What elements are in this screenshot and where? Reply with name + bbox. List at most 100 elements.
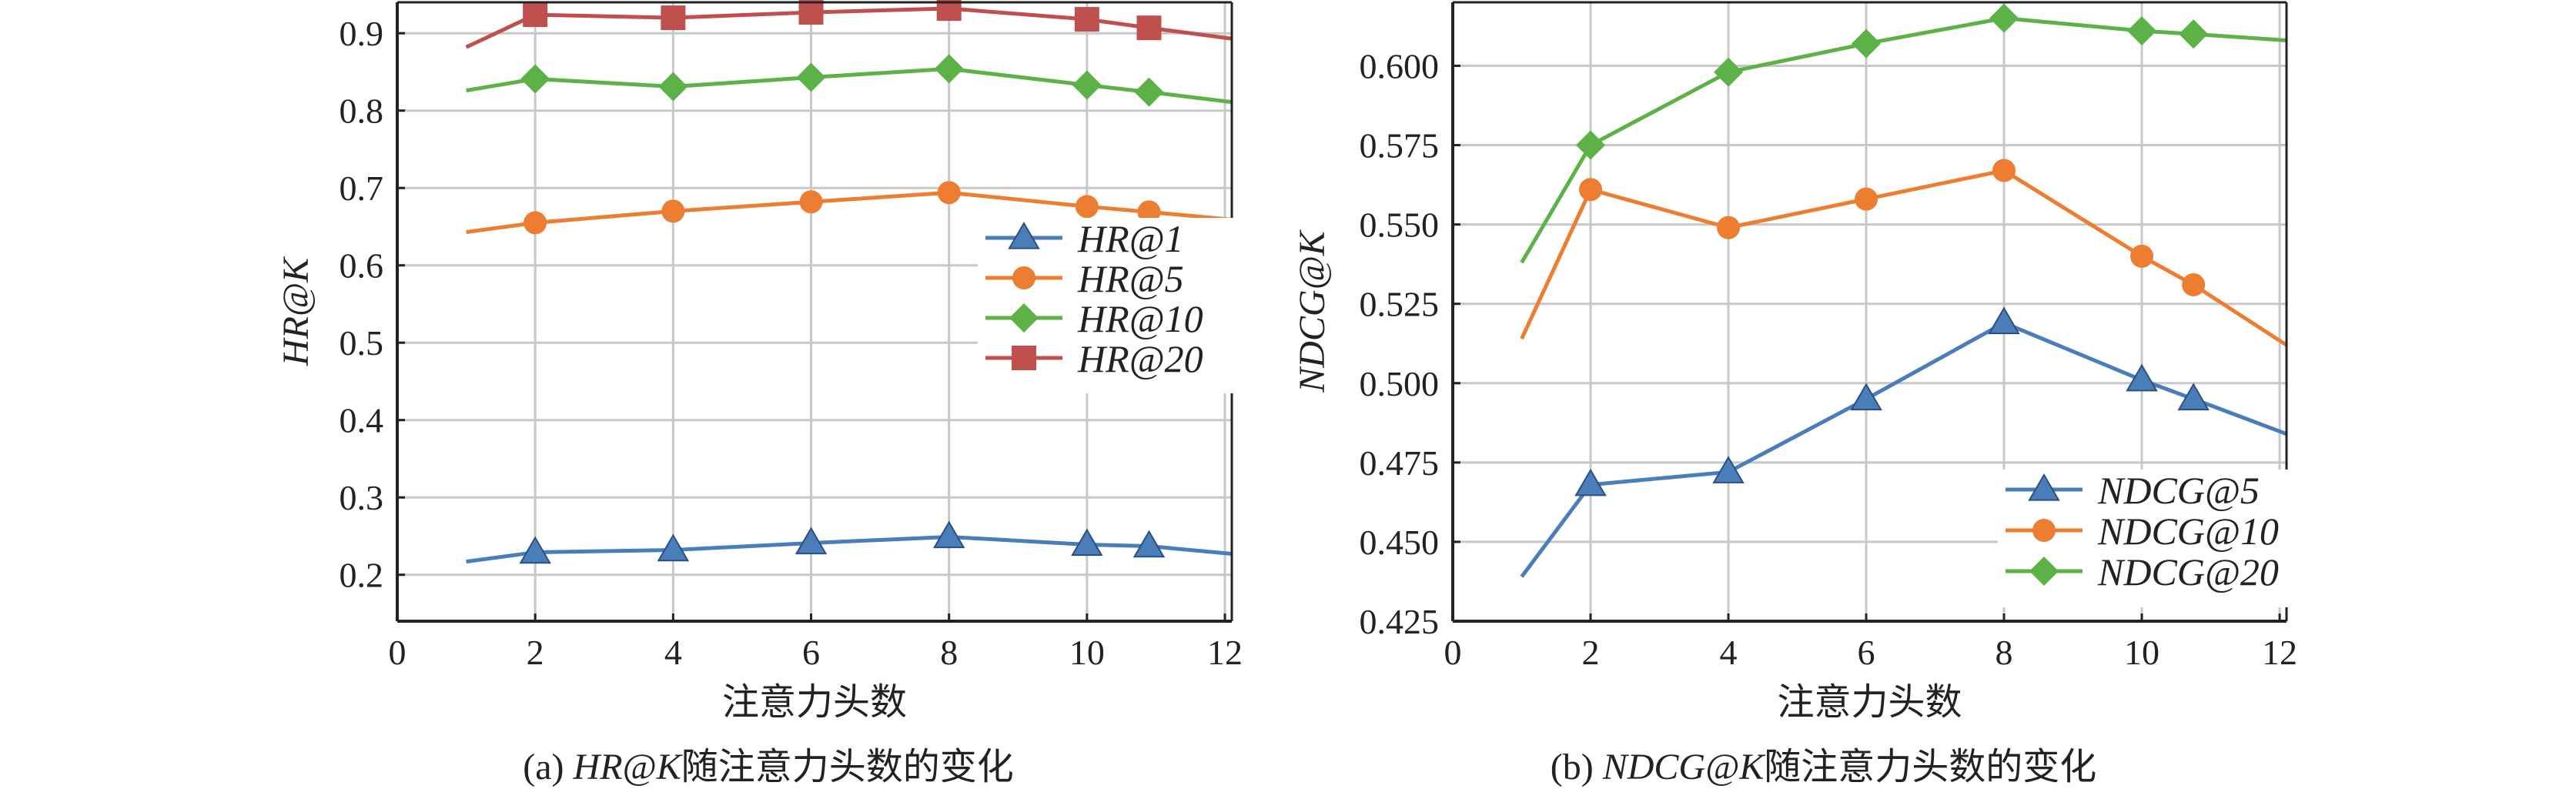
x-tick-label: 10 — [1069, 633, 1105, 672]
legend-label: NDCG@10 — [2097, 510, 2279, 553]
data-point — [796, 62, 826, 92]
caption-metric: HR@K — [573, 747, 684, 787]
y-tick-label: 0.550 — [1360, 206, 1440, 245]
data-point — [1717, 216, 1741, 239]
data-point — [523, 2, 548, 28]
x-tick-label: 2 — [527, 633, 544, 672]
y-tick-label: 0.475 — [1360, 443, 1440, 483]
x-tick-label: 4 — [1720, 633, 1738, 672]
y-tick-label: 0.600 — [1360, 46, 1440, 85]
data-point — [934, 54, 964, 84]
data-point — [1074, 7, 1099, 32]
caption-suffix: 随注意力头数的变化 — [681, 747, 1014, 787]
data-point — [1134, 77, 1164, 107]
legend-marker — [2028, 473, 2060, 501]
caption-prefix: (b) — [1551, 747, 1603, 787]
figure-caption: (b) NDCG@K随注意力头数的变化 — [1551, 747, 2097, 787]
x-axis-label: 注意力头数 — [1777, 682, 1962, 723]
y-tick-label: 0.4 — [340, 401, 384, 440]
data-point — [519, 536, 551, 564]
data-point — [524, 211, 547, 235]
series-ndcg-at-5 — [1520, 306, 2287, 578]
data-point — [1852, 28, 1882, 59]
y-tick-label: 0.2 — [340, 556, 384, 595]
y-axis-label: HR@K — [276, 256, 316, 366]
series-ndcg-at-20 — [1520, 3, 2287, 264]
x-tick-label: 2 — [1582, 633, 1600, 672]
x-tick-label: 0 — [1444, 633, 1462, 672]
x-tick-label: 6 — [802, 633, 820, 672]
data-point — [1576, 130, 1606, 160]
y-tick-label: 0.8 — [340, 92, 384, 131]
x-tick-label: 4 — [664, 633, 682, 672]
legend-marker — [2032, 519, 2056, 542]
caption-metric: NDCG@K — [1602, 747, 1767, 787]
y-tick-label: 0.9 — [340, 14, 384, 53]
data-point — [1855, 187, 1878, 211]
legend-label: HR@5 — [1077, 257, 1184, 300]
data-point — [795, 527, 828, 555]
data-point — [1989, 3, 2019, 33]
legend-label: NDCG@5 — [2097, 469, 2260, 512]
y-tick-label: 0.5 — [340, 323, 384, 363]
series-line — [1520, 16, 2287, 264]
y-tick-label: 0.6 — [340, 246, 384, 286]
y-tick-label: 0.575 — [1360, 126, 1440, 165]
data-point — [1714, 57, 1744, 87]
x-tick-label: 8 — [940, 633, 958, 672]
data-point — [799, 190, 823, 214]
y-tick-label: 0.3 — [340, 478, 384, 517]
data-point — [661, 199, 685, 223]
x-tick-label: 8 — [1996, 633, 2013, 672]
y-tick-label: 0.525 — [1360, 285, 1440, 324]
data-point — [2126, 363, 2158, 392]
figure-caption: (a) HR@K随注意力头数的变化 — [523, 747, 1013, 787]
series-line — [466, 534, 1232, 564]
data-point — [1075, 195, 1099, 219]
x-tick-label: 12 — [2262, 633, 2297, 672]
legend-label: HR@1 — [1077, 217, 1184, 260]
data-point — [657, 533, 690, 562]
data-point — [658, 72, 688, 102]
x-tick-label: 12 — [1207, 633, 1243, 672]
data-point — [2182, 272, 2206, 296]
series-line — [1520, 320, 2287, 578]
data-point — [936, 0, 962, 22]
data-point — [1132, 530, 1166, 558]
data-point — [1992, 159, 2016, 182]
data-point — [1137, 200, 1161, 224]
data-point — [937, 181, 961, 205]
series-ndcg-at-10 — [1520, 159, 2287, 347]
caption-suffix: 随注意力头数的变化 — [1764, 747, 2096, 787]
x-tick-label: 10 — [2124, 633, 2159, 672]
data-point — [1071, 528, 1103, 557]
series-hr-at-10 — [466, 54, 1232, 107]
y-tick-label: 0.500 — [1360, 364, 1440, 403]
data-point — [2127, 16, 2157, 46]
y-tick-label: 0.7 — [340, 169, 384, 208]
legend-label: HR@10 — [1077, 297, 1203, 340]
legend-marker — [1009, 303, 1039, 333]
data-point — [520, 64, 550, 94]
legend-label: NDCG@20 — [2097, 550, 2279, 593]
series-hr-at-20 — [465, 0, 1232, 49]
legend-marker — [1012, 346, 1036, 370]
legend-marker — [1012, 266, 1035, 289]
data-point — [2130, 244, 2154, 268]
series-line — [1520, 169, 2287, 347]
series-hr-at-1 — [466, 520, 1232, 564]
series-line — [465, 6, 1232, 49]
data-point — [661, 5, 686, 31]
x-tick-label: 0 — [389, 633, 406, 672]
legend-marker — [1008, 222, 1040, 249]
y-axis-label: NDCG@K — [1292, 229, 1333, 393]
data-point — [2179, 19, 2209, 49]
data-point — [1136, 15, 1162, 41]
data-point — [1712, 456, 1745, 483]
data-point — [798, 0, 824, 25]
series-line — [466, 66, 1232, 105]
